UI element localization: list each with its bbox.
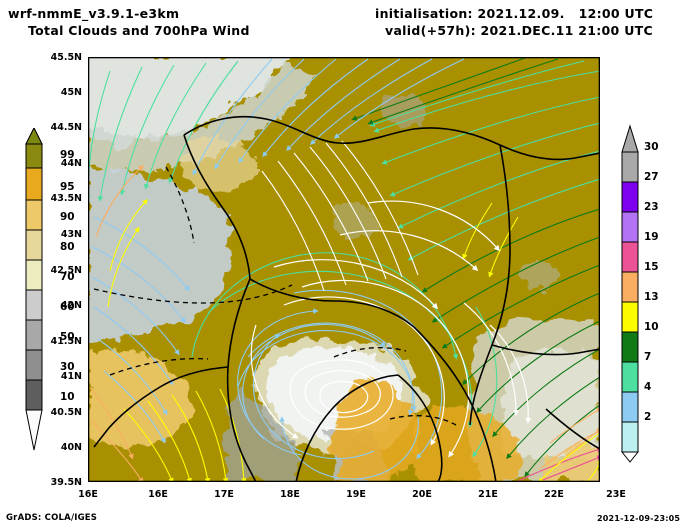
lat-tick-44.5N: 44.5N	[50, 122, 82, 133]
cloud-label-90: 90	[60, 211, 75, 223]
lon-tick-21E: 21E	[478, 489, 498, 500]
wind-streamlines	[88, 57, 600, 482]
lat-tick-40.5N: 40.5N	[50, 407, 82, 418]
lat-tick-43.5N: 43.5N	[50, 193, 82, 204]
wind-label-13: 13	[644, 291, 659, 303]
lat-tick-45.5N: 45.5N	[50, 52, 82, 63]
cloud-label-95: 95	[60, 181, 75, 193]
country-borders	[93, 115, 600, 482]
lat-tick-41.5N: 41.5N	[50, 336, 82, 347]
initialisation-time: initialisation: 2021.12.09. 12:00 UTC	[375, 6, 654, 21]
wind-label-4: 4	[644, 381, 652, 393]
lon-tick-19E: 19E	[346, 489, 366, 500]
wind-label-7: 7	[644, 351, 652, 363]
lat-tick-42.5N: 42.5N	[50, 265, 82, 276]
wind-speed-colorbar	[620, 124, 640, 463]
cloud-label-30: 30	[60, 361, 75, 373]
lat-tick-41N: 41N	[60, 371, 82, 382]
wind-label-30: 30	[644, 141, 659, 153]
weather-map-panel[interactable]	[88, 57, 600, 482]
cloud-cover-colorbar	[25, 128, 43, 451]
cloud-label-99: 99	[60, 149, 75, 161]
wind-label-10: 10	[644, 321, 659, 333]
cloud-label-50: 50	[60, 331, 75, 343]
cloud-label-10: 10	[60, 391, 75, 403]
lat-tick-43N: 43N	[60, 229, 82, 240]
lon-tick-15E: 16E	[78, 489, 98, 500]
lat-tick-44N: 44N	[60, 158, 82, 169]
wind-label-23: 23	[644, 201, 659, 213]
lat-tick-42N: 42N	[60, 300, 82, 311]
lon-tick-20E: 20E	[412, 489, 432, 500]
lon-tick-22E: 22E	[544, 489, 564, 500]
lon-tick-23E: 23E	[606, 489, 626, 500]
lon-tick-17E: 17E	[214, 489, 234, 500]
map-frame	[88, 57, 600, 482]
lat-tick-45N: 45N	[60, 87, 82, 98]
cloud-label-70: 70	[60, 271, 75, 283]
model-title: wrf-nmmE_v3.9.1-e3km	[8, 6, 180, 21]
wind-label-2: 2	[644, 411, 652, 423]
internal-boundaries	[93, 166, 457, 426]
lat-tick-39.5N: 39.5N	[50, 477, 82, 488]
grads-credit: GrADS: COLA/IGES	[6, 513, 98, 523]
wind-label-27: 27	[644, 171, 659, 183]
lon-tick-16E: 16E	[148, 489, 168, 500]
cloud-label-80: 80	[60, 241, 75, 253]
lat-tick-40N: 40N	[60, 442, 82, 453]
wind-label-15: 15	[644, 261, 659, 273]
cloud-label-60: 60	[60, 301, 75, 313]
field-title: Total Clouds and 700hPa Wind	[28, 23, 250, 38]
wind-label-19: 19	[644, 231, 659, 243]
lon-tick-18E: 18E	[280, 489, 300, 500]
map-canvas[interactable]	[88, 57, 600, 482]
valid-time: valid(+57h): 2021.DEC.11 21:00 UTC	[385, 23, 653, 38]
render-timestamp: 2021-12-09-23:05	[597, 514, 681, 523]
